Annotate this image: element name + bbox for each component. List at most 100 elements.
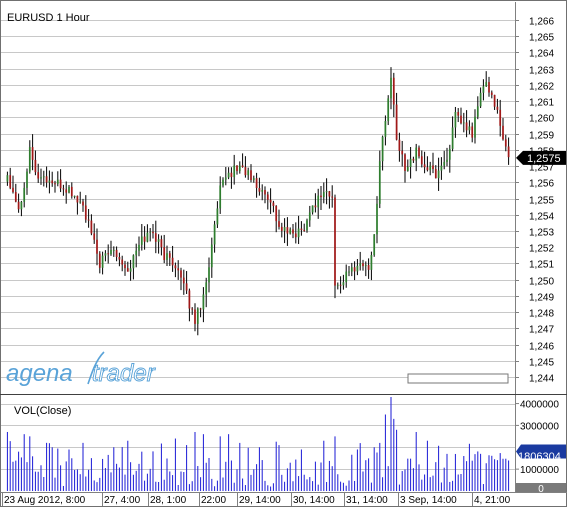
candle-body [351,267,353,271]
price-tick-label: 1,252 [529,244,554,255]
candle-body [12,188,14,192]
price-tick-label: 1,246 [529,342,554,353]
candle-body [315,205,317,207]
price-tick-label: 1,259 [529,131,554,142]
volume-tick-label: 4000000 [520,400,559,411]
candle-body [43,176,45,177]
price-tick-label: 1,262 [529,82,554,93]
candle-body [483,86,485,93]
candle-body [443,162,445,166]
time-axis[interactable]: 23 Aug 2012, 8:00 27, 4:00 28, 1:00 22:00 29… [0,492,567,506]
candle-body [110,250,112,254]
candle-body [413,159,415,161]
candle-body [77,196,79,203]
candle-body [91,221,93,234]
candle-body [278,221,280,227]
candle-body [93,233,95,239]
candle-body [23,188,25,202]
candle-body [289,229,291,233]
candle-body [379,161,381,204]
candle-body [183,278,185,284]
candle-body [203,294,205,309]
candle-body [275,206,277,221]
candle-body [368,265,370,270]
price-tick-label: 1,266 [529,17,554,28]
current-price-badge: 1,2575 [516,151,566,165]
candle-body [424,164,426,167]
candle-body [508,146,510,157]
candle-body [421,156,423,164]
price-tick-label: 1,255 [529,196,554,207]
candle-body [399,140,401,151]
candle-body [172,258,174,266]
candle-body [362,263,364,266]
candle-body [441,166,443,171]
candle-body [105,253,107,255]
price-tick-label: 1,249 [529,293,554,304]
candle-body [253,178,255,180]
candle-body [309,212,311,220]
price-tick-label: 1,248 [529,309,554,320]
candle-body [29,147,31,171]
candle-body [166,253,168,260]
candle-body [469,126,471,130]
candle-body [124,265,126,269]
candle-body [298,229,300,238]
candle-body [219,185,221,208]
current-price-label: 1,2575 [527,153,561,165]
candle-body [312,205,314,212]
candle-body [295,234,297,238]
candle-body [35,160,37,172]
time-tick-label: 31, 14:00 [346,495,388,506]
candle-body [49,180,51,182]
candle-body [292,229,294,233]
time-tick-labels: 23 Aug 2012, 8:00 27, 4:00 28, 1:00 22:00 29… [3,492,511,506]
price-tick-label: 1,253 [529,228,554,239]
candle-body [306,220,308,230]
candle [387,95,389,125]
candle-body [460,116,462,124]
scroll-indicator[interactable] [408,374,508,383]
candle-body [281,227,283,231]
candle-body [502,126,504,140]
candle-body [354,267,356,271]
candle-body [40,177,42,178]
candle-body [211,244,213,267]
candle-body [144,237,146,242]
candle-body [385,121,387,137]
candle-body [446,160,448,162]
candle-body [491,93,493,95]
candle-body [284,227,286,231]
candle-body [457,112,459,116]
logo-text-trader: trader [92,360,156,387]
candle-body [438,171,440,179]
candle-body [186,283,188,290]
candle-body [51,180,53,183]
price-tick-label: 1,264 [529,49,554,60]
candle-body [345,272,347,283]
candle-body [449,149,451,160]
candle-body [331,197,333,198]
candle-body [74,196,76,197]
time-tick-label: 23 Aug 2012, 8:00 [4,495,86,506]
candle-body [65,189,67,192]
price-tick-label: 1,254 [529,212,554,223]
candle-body [273,203,275,206]
candle-body [163,247,165,260]
candle-body [18,202,20,210]
candle-body [334,198,336,286]
candle-body [191,309,193,310]
candle-body [432,165,434,169]
candle-body [138,245,140,251]
candle-body [60,180,62,189]
candle-body [340,285,342,286]
candle-body [390,78,392,99]
candle-body [121,260,123,265]
time-tick-label: 3 Sep, 14:00 [400,495,457,506]
candle-body [287,227,289,233]
candle-body [264,190,266,194]
price-tick-label: 1,245 [529,358,554,369]
time-tick-label: 30, 14:00 [293,495,335,506]
time-tick-label: 28, 1:00 [150,495,187,506]
